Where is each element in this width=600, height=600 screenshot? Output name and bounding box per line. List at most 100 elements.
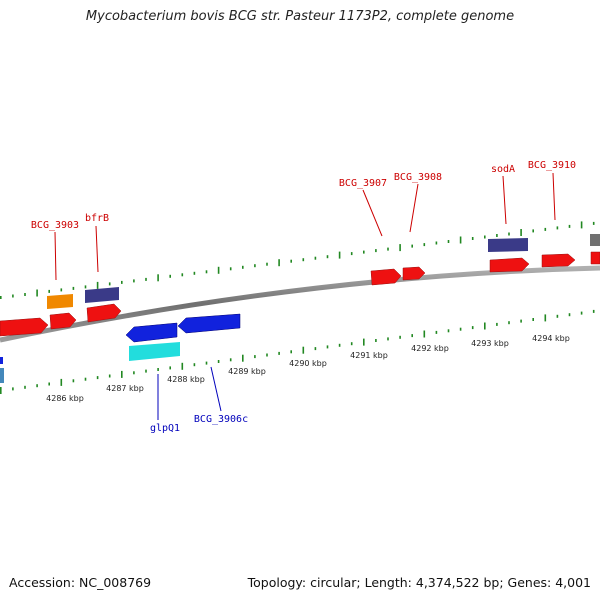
minor-tick — [508, 232, 510, 236]
leader-line — [552, 172, 556, 221]
gene-arrow-reverse[interactable] — [125, 322, 178, 343]
scale-label: 4288 kbp — [167, 375, 205, 384]
minor-tick — [108, 282, 111, 286]
misc-feature[interactable] — [488, 238, 528, 252]
minor-tick — [48, 289, 50, 293]
gene-arrow-forward[interactable] — [541, 253, 576, 268]
minor-tick — [169, 274, 171, 278]
major-tick — [121, 370, 123, 378]
minor-tick — [496, 322, 498, 326]
minor-tick — [496, 234, 498, 237]
gene-arrow-reverse[interactable] — [177, 313, 241, 334]
gene-arrow-forward[interactable] — [370, 268, 402, 286]
minor-tick — [435, 330, 438, 334]
forward-feature-track — [0, 234, 600, 337]
major-tick — [399, 244, 401, 252]
minor-tick — [205, 361, 208, 365]
minor-tick — [290, 259, 292, 263]
major-tick — [242, 354, 244, 362]
gene-label[interactable]: BCG_3907 — [339, 178, 387, 189]
misc-feature[interactable] — [85, 287, 119, 303]
minor-tick — [423, 243, 426, 247]
gene-label[interactable]: bfrB — [85, 213, 109, 224]
scale-label: 4293 kbp — [471, 339, 509, 348]
minor-tick — [302, 258, 305, 262]
gene-arrow-reverse[interactable] — [0, 357, 3, 364]
teal-feature[interactable] — [0, 368, 4, 383]
minor-tick — [157, 368, 159, 371]
leader-line — [95, 225, 99, 273]
minor-tick — [435, 241, 438, 245]
minor-tick — [484, 235, 486, 239]
minor-tick — [84, 285, 87, 289]
minor-tick — [181, 273, 184, 277]
leader-line — [362, 189, 383, 237]
major-tick — [363, 338, 365, 346]
minor-tick — [193, 363, 196, 367]
minor-tick — [145, 277, 147, 281]
major-tick — [459, 236, 462, 244]
minor-tick — [314, 347, 317, 351]
minor-tick — [532, 229, 534, 233]
gene-label[interactable]: BCG_3910 — [528, 160, 576, 171]
minor-tick — [133, 371, 135, 375]
minor-tick — [350, 342, 353, 346]
scale-label: 4287 kbp — [106, 384, 144, 393]
gene-label[interactable]: BCG_3903 — [31, 220, 79, 231]
minor-tick — [375, 339, 377, 342]
grey-feature[interactable] — [590, 234, 600, 246]
gene-arrow-forward[interactable] — [0, 317, 49, 337]
minor-tick — [145, 369, 147, 373]
gene-label[interactable]: BCG_3906c — [194, 414, 248, 425]
gene-arrow-forward[interactable] — [590, 251, 600, 265]
gene-arrow-forward[interactable] — [86, 303, 122, 323]
minor-tick — [363, 250, 365, 254]
major-tick — [338, 251, 341, 259]
minor-tick — [568, 224, 571, 228]
major-tick — [0, 387, 2, 394]
major-tick — [60, 378, 63, 386]
leader-line — [409, 183, 419, 233]
minor-tick — [242, 265, 244, 269]
minor-tick — [447, 329, 450, 333]
minor-tick — [72, 379, 75, 383]
cyan-feature[interactable] — [129, 342, 180, 361]
minor-tick — [556, 314, 559, 318]
gene-label[interactable]: sodA — [491, 164, 515, 175]
gene-label[interactable]: BCG_3908 — [394, 172, 442, 183]
minor-tick — [338, 343, 341, 347]
major-tick — [544, 314, 547, 322]
minor-tick — [580, 311, 583, 315]
minor-tick — [387, 337, 389, 341]
gene-arrow-forward[interactable] — [402, 266, 426, 281]
minor-tick — [60, 288, 63, 292]
minor-tick — [12, 387, 14, 391]
scale-label: 4289 kbp — [228, 367, 266, 376]
minor-tick — [36, 384, 38, 388]
gene-arrow-forward[interactable] — [49, 312, 77, 330]
orange-feature[interactable] — [47, 294, 73, 309]
minor-tick — [133, 279, 135, 283]
minor-tick — [217, 360, 220, 363]
minor-tick — [278, 351, 280, 355]
leader-line — [54, 231, 57, 281]
minor-tick — [290, 350, 292, 354]
major-tick — [217, 266, 220, 274]
major-tick — [484, 322, 486, 330]
minor-tick — [48, 382, 50, 386]
minor-tick — [520, 319, 522, 323]
forward-tick-track — [0, 221, 595, 299]
minor-tick — [387, 247, 389, 251]
minor-tick — [375, 249, 377, 253]
gene-arrow-forward[interactable] — [489, 257, 530, 273]
minor-tick — [399, 335, 401, 339]
major-tick — [96, 281, 99, 289]
minor-tick — [447, 240, 450, 243]
minor-tick — [96, 376, 99, 380]
minor-tick — [205, 270, 208, 274]
minor-tick — [108, 374, 111, 378]
minor-tick — [229, 267, 232, 271]
gene-label[interactable]: glpQ1 — [150, 423, 180, 434]
minor-tick — [24, 293, 26, 296]
